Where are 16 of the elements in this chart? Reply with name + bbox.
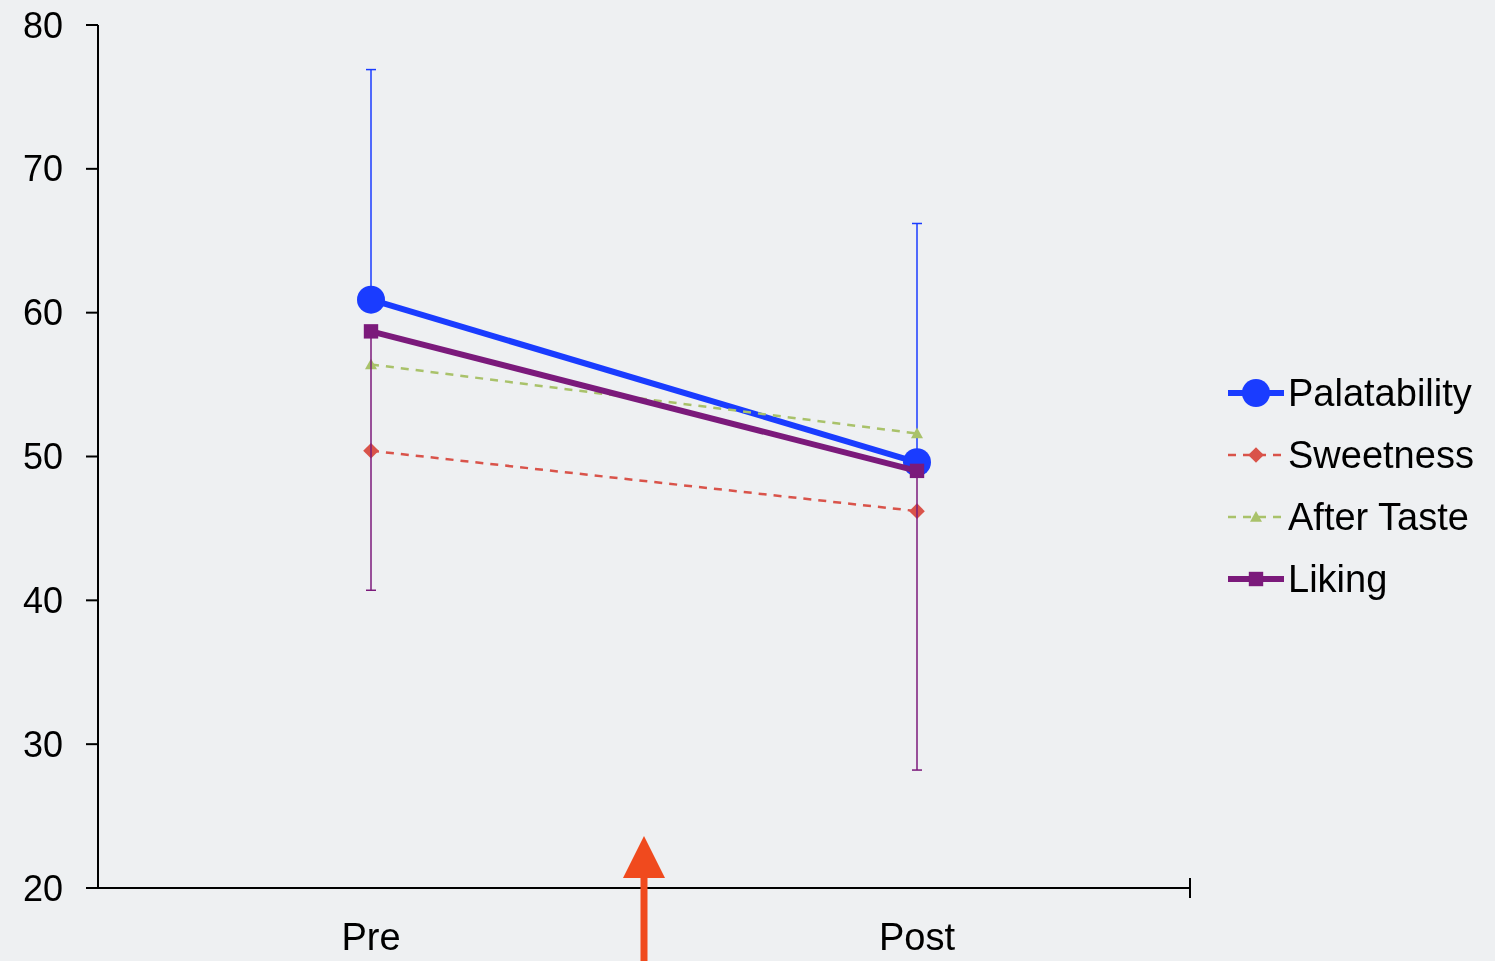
y-tick-label: 80 — [22, 4, 63, 46]
x-tick-label: Pre — [341, 916, 401, 958]
point — [357, 285, 385, 314]
legend-label: After Taste — [1288, 496, 1469, 539]
y-tick-label: 40 — [22, 579, 63, 621]
y-tick-label: 70 — [22, 148, 63, 190]
legend-label: Palatability — [1288, 372, 1472, 415]
point — [363, 324, 379, 339]
y-tick-label: 20 — [22, 867, 63, 909]
x-tick-label: Post — [878, 916, 956, 958]
y-tick-label: 50 — [22, 436, 63, 478]
legend-label: Liking — [1288, 558, 1388, 601]
y-tick-label: 30 — [22, 723, 63, 765]
y-tick-label: 60 — [22, 292, 63, 334]
legend-label: Sweetness — [1288, 434, 1474, 477]
point — [909, 463, 925, 479]
